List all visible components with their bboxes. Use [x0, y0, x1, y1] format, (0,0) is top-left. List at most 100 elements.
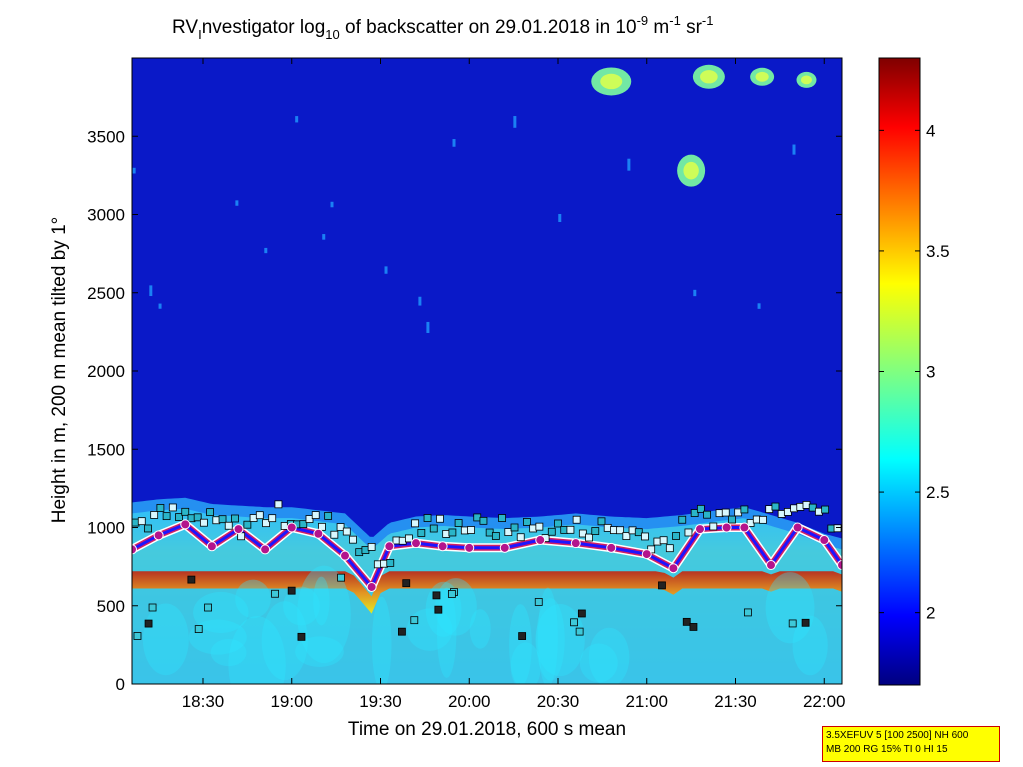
mixing-layer-dot — [384, 541, 395, 552]
low-marker — [297, 632, 306, 641]
low-marker — [410, 616, 419, 625]
cloud-top-marker — [168, 503, 177, 512]
cyan-patch — [435, 578, 477, 636]
cloud-speck — [330, 201, 334, 208]
cloud-top-marker — [417, 529, 426, 537]
cloud-patches — [132, 64, 817, 333]
x-tick-label: 19:30 — [359, 692, 402, 711]
low-marker — [658, 581, 666, 590]
mixing-layer-dot — [739, 522, 750, 533]
x-tick-label: 19:00 — [270, 692, 313, 711]
cloud-top-marker — [175, 513, 183, 521]
cloud-top-marker — [566, 525, 575, 534]
mixing-layer-dot — [570, 538, 581, 549]
cloud-top-marker — [554, 519, 562, 528]
cloud-top-marker — [137, 517, 146, 526]
cloud-top-marker — [193, 513, 202, 522]
low-marker — [577, 609, 586, 618]
cyan-patch — [371, 596, 392, 684]
cloud-top-marker — [311, 511, 320, 520]
cloud-top-marker — [429, 524, 438, 533]
mixing-layer-dot — [340, 550, 350, 561]
low-marker — [194, 625, 203, 633]
mixing-layer-dot — [668, 563, 679, 574]
cyan-patch — [537, 587, 558, 684]
x-tick-label: 21:30 — [714, 692, 757, 711]
mixing-layer-dot — [153, 530, 164, 541]
cloud-top-marker — [491, 532, 500, 540]
low-marker — [434, 605, 443, 614]
cloud-top-marker — [156, 504, 165, 512]
x-tick-label: 20:00 — [448, 692, 491, 711]
cyan-patch — [188, 619, 247, 655]
mixing-layer-dot — [819, 535, 830, 546]
cloud-top-marker — [199, 518, 208, 527]
mixing-layer-dot — [695, 524, 705, 535]
cyan-patch — [210, 638, 247, 667]
cyan-patch — [193, 591, 249, 634]
cloud-top-marker — [411, 519, 420, 528]
info-box: 3.5XEFUV 5 [100 2500] NH 600 MB 200 RG 1… — [822, 726, 1000, 762]
colorbar-tick-label: 2.5 — [926, 483, 950, 502]
low-marker — [447, 590, 456, 598]
cloud-top-marker — [349, 535, 357, 544]
cloud-top-marker — [181, 507, 190, 516]
low-marker — [398, 627, 406, 636]
cyan-patch — [469, 609, 491, 649]
cloud-speck — [627, 158, 631, 171]
x-tick-label: 18:30 — [182, 692, 225, 711]
cloud-top-marker — [479, 516, 488, 525]
cloud-top-marker — [448, 528, 457, 537]
low-marker — [144, 619, 153, 628]
cloud-top-marker — [696, 504, 705, 513]
mixing-layer-dot — [411, 538, 421, 549]
mixing-layer-dot — [641, 549, 652, 560]
low-marker — [271, 589, 279, 598]
cyan-patch — [142, 603, 189, 676]
low-marker — [801, 618, 810, 627]
cloud-top-marker — [330, 530, 339, 539]
cloud-speck — [295, 116, 299, 123]
cloud-top-marker — [709, 522, 718, 531]
cloud-speck — [322, 234, 326, 240]
cloud-top-marker — [535, 522, 544, 531]
low-marker — [575, 627, 584, 636]
mixing-layer-dot — [606, 542, 617, 553]
x-tick-label: 20:30 — [537, 692, 580, 711]
mixing-layer-dot — [437, 541, 448, 552]
y-tick-label: 2500 — [87, 284, 125, 303]
cyan-patch — [297, 565, 351, 664]
mixing-layer-dot — [313, 528, 324, 539]
y-tick-label: 500 — [97, 597, 125, 616]
x-axis-label: Time on 29.01.2018, 600 s mean — [348, 719, 626, 740]
info-line-1: 3.5XEFUV 5 [100 2500] NH 600 — [826, 730, 969, 741]
mixing-layer-dot — [792, 522, 803, 533]
cloud-speck — [558, 213, 562, 223]
low-marker — [133, 632, 142, 640]
colorbar-tick-label: 3.5 — [926, 242, 950, 261]
low-marker — [337, 573, 345, 582]
y-tick-label: 3000 — [87, 206, 125, 225]
cloud-top-marker — [224, 521, 233, 530]
mixing-layer-dot — [535, 535, 546, 546]
colorbar-axis: 2 2.5 3 3.5 4 — [879, 121, 950, 623]
colorbar-tick-label: 3 — [926, 363, 935, 382]
cloud-top-marker — [436, 514, 444, 523]
colorbar-tick-label: 4 — [926, 121, 935, 140]
x-axis: 18:30 19:00 19:30 20:00 20:30 21:00 21:30 22:00 — [182, 58, 846, 711]
cloud-top-marker — [255, 511, 264, 520]
cloud-patch-core — [755, 71, 769, 82]
low-marker — [204, 603, 212, 612]
cloud-patch-core — [801, 75, 812, 85]
cloud-top-marker — [367, 543, 376, 551]
cloud-speck — [384, 266, 388, 274]
cyan-patch — [536, 598, 565, 681]
cloud-patch-core — [700, 70, 718, 84]
cyan-patch — [579, 643, 618, 683]
x-tick-label: 21:00 — [625, 692, 668, 711]
cyan-patch — [509, 604, 532, 684]
cloud-top-marker — [622, 532, 631, 540]
cloud-top-marker — [342, 527, 351, 536]
cloud-top-marker — [299, 520, 308, 529]
